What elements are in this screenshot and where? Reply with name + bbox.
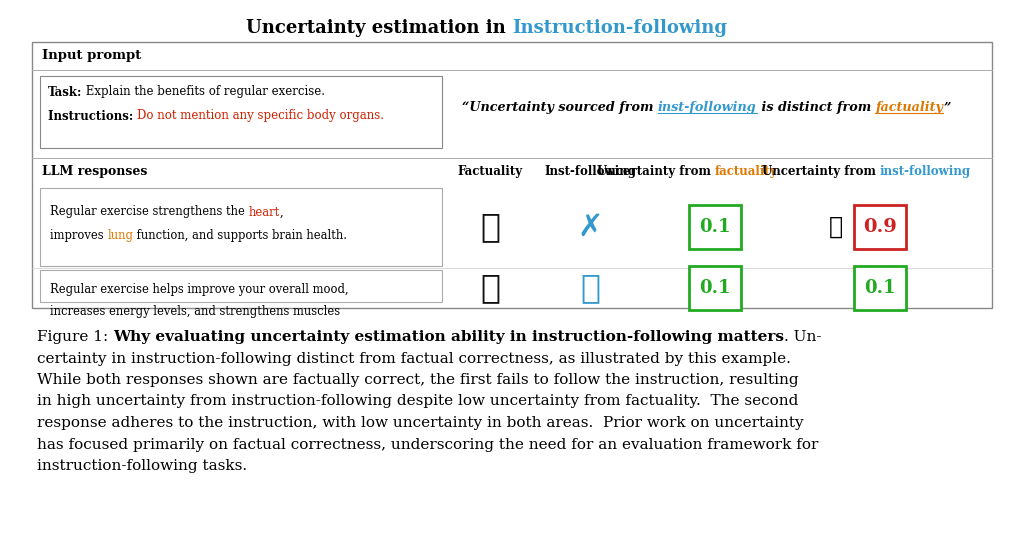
Text: lung: lung [108, 229, 133, 243]
Text: Instructions:: Instructions: [48, 109, 137, 123]
Text: ”: ” [943, 102, 950, 114]
Text: 🤖: 🤖 [829, 215, 843, 239]
Text: Task:: Task: [48, 85, 82, 98]
Text: has focused primarily on factual correctness, underscoring the need for an evalu: has focused primarily on factual correct… [37, 437, 818, 452]
Text: ✗: ✗ [578, 212, 603, 241]
Text: . Un-: . Un- [784, 330, 821, 344]
Text: 0.9: 0.9 [863, 218, 897, 236]
Text: Instruction-following: Instruction-following [512, 19, 727, 37]
Text: Inst-following: Inst-following [544, 166, 636, 179]
Text: 0.1: 0.1 [699, 218, 731, 236]
Text: inst-following: inst-following [880, 166, 971, 179]
Bar [854, 205, 906, 249]
Text: Regular exercise helps improve your overall mood,: Regular exercise helps improve your over… [50, 283, 348, 296]
Bar [40, 76, 442, 148]
Text: “Uncertainty sourced from: “Uncertainty sourced from [462, 102, 658, 114]
Bar [689, 266, 741, 310]
Text: ✓: ✓ [580, 272, 600, 305]
Text: response adheres to the instruction, with low uncertainty in both areas.  Prior : response adheres to the instruction, wit… [37, 416, 804, 430]
Bar [689, 205, 741, 249]
Bar [40, 270, 442, 302]
Text: factuality: factuality [876, 102, 943, 114]
Text: Factuality: Factuality [458, 166, 522, 179]
Text: 0.1: 0.1 [699, 279, 731, 297]
Text: Uncertainty from: Uncertainty from [597, 166, 715, 179]
Text: heart: heart [249, 206, 280, 218]
Text: ✓: ✓ [480, 272, 500, 305]
Text: inst-following: inst-following [658, 102, 757, 114]
Text: in high uncertainty from instruction-following despite low uncertainty from fact: in high uncertainty from instruction-fol… [37, 394, 799, 409]
Text: Do not mention any specific body organs.: Do not mention any specific body organs. [137, 109, 384, 123]
Text: Uncertainty estimation in: Uncertainty estimation in [246, 19, 512, 37]
Text: 0.1: 0.1 [864, 279, 896, 297]
Text: instruction-following tasks.: instruction-following tasks. [37, 459, 247, 473]
Text: increases energy levels, and strengthens muscles: increases energy levels, and strengthens… [50, 305, 340, 318]
Text: Explain the benefits of regular exercise.: Explain the benefits of regular exercise… [82, 85, 326, 98]
Text: While both responses shown are factually correct, the first fails to follow the : While both responses shown are factually… [37, 373, 799, 387]
Text: factuality: factuality [715, 166, 777, 179]
Text: LLM responses: LLM responses [42, 166, 147, 179]
Text: Input prompt: Input prompt [42, 50, 141, 63]
Text: Figure 1:: Figure 1: [37, 330, 113, 344]
Text: certainty in instruction-following distinct from factual correctness, as illustr: certainty in instruction-following disti… [37, 351, 791, 366]
Text: ✓: ✓ [480, 211, 500, 244]
Text: function, and supports brain health.: function, and supports brain health. [133, 229, 347, 243]
Text: improves: improves [50, 229, 108, 243]
Bar [32, 42, 992, 308]
Text: Uncertainty from: Uncertainty from [762, 166, 880, 179]
Text: ,: , [280, 206, 284, 218]
Text: is distinct from: is distinct from [757, 102, 876, 114]
Text: Regular exercise strengthens the: Regular exercise strengthens the [50, 206, 249, 218]
Bar [40, 188, 442, 266]
Bar [854, 266, 906, 310]
Text: Why evaluating uncertainty estimation ability in instruction-following matters: Why evaluating uncertainty estimation ab… [113, 330, 784, 344]
